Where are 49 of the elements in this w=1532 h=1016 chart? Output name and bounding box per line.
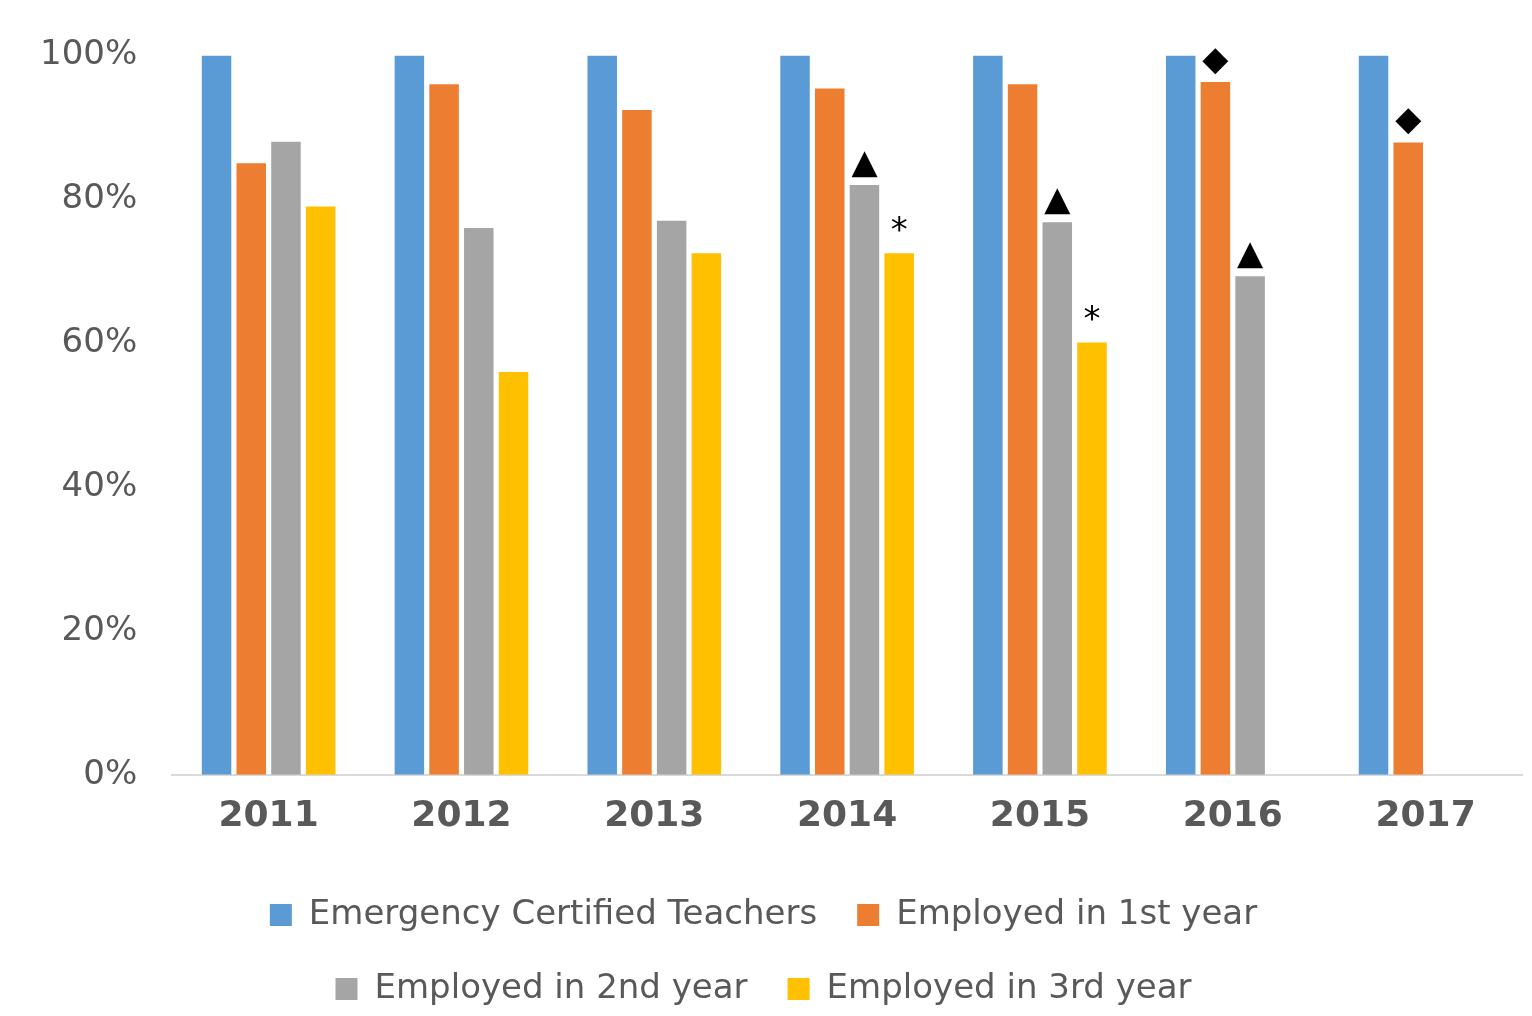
bar — [1165, 55, 1196, 775]
annotation: ◆ — [1202, 37, 1230, 78]
y-tick-label: 60% — [61, 319, 138, 360]
bar — [815, 88, 845, 775]
bar — [656, 220, 687, 775]
legend-label: Emergency Certified Teachers — [308, 891, 818, 932]
bar — [394, 55, 425, 775]
x-tick-label: 2012 — [411, 792, 512, 834]
bar — [236, 163, 267, 775]
bar — [464, 228, 494, 775]
bar — [1393, 142, 1423, 775]
x-tick-label: 2013 — [604, 792, 705, 834]
y-tick-label: 40% — [61, 463, 138, 504]
annotation: * — [1083, 298, 1101, 339]
bar — [587, 55, 617, 775]
legend-label: Employed in 1st year — [896, 891, 1258, 932]
legend-label: Employed in 2nd year — [374, 965, 748, 1006]
bar — [1358, 55, 1389, 775]
bar — [1007, 84, 1038, 775]
bar — [1042, 222, 1073, 775]
bar — [201, 55, 232, 775]
bar — [271, 141, 301, 775]
x-tick-label: 2014 — [797, 792, 898, 834]
bar — [1077, 342, 1107, 775]
x-tick-label: 2017 — [1375, 792, 1476, 834]
annotation: ▲ — [851, 140, 879, 181]
bar — [498, 371, 529, 775]
bar — [429, 84, 459, 775]
bar — [780, 55, 810, 775]
annotation: * — [890, 209, 908, 250]
legend-label: Employed in 3rd year — [826, 965, 1192, 1006]
x-tick-label: 2016 — [1182, 792, 1283, 834]
y-tick-label: 80% — [61, 176, 138, 217]
annotation: ▲ — [1044, 178, 1072, 219]
y-tick-label: 0% — [83, 751, 138, 792]
bar — [622, 110, 652, 775]
y-tick-label: 100% — [40, 32, 138, 73]
x-tick-label: 2011 — [218, 792, 319, 834]
bar — [884, 253, 914, 775]
bar — [973, 55, 1003, 775]
bar — [849, 184, 880, 775]
annotation: ◆ — [1395, 98, 1423, 139]
bar — [305, 206, 336, 775]
bar — [1235, 276, 1265, 775]
bar — [691, 253, 722, 775]
annotation: ▲ — [1237, 232, 1265, 273]
x-tick-label: 2015 — [989, 792, 1091, 834]
y-tick-label: 20% — [61, 607, 138, 648]
bar — [1200, 82, 1231, 775]
